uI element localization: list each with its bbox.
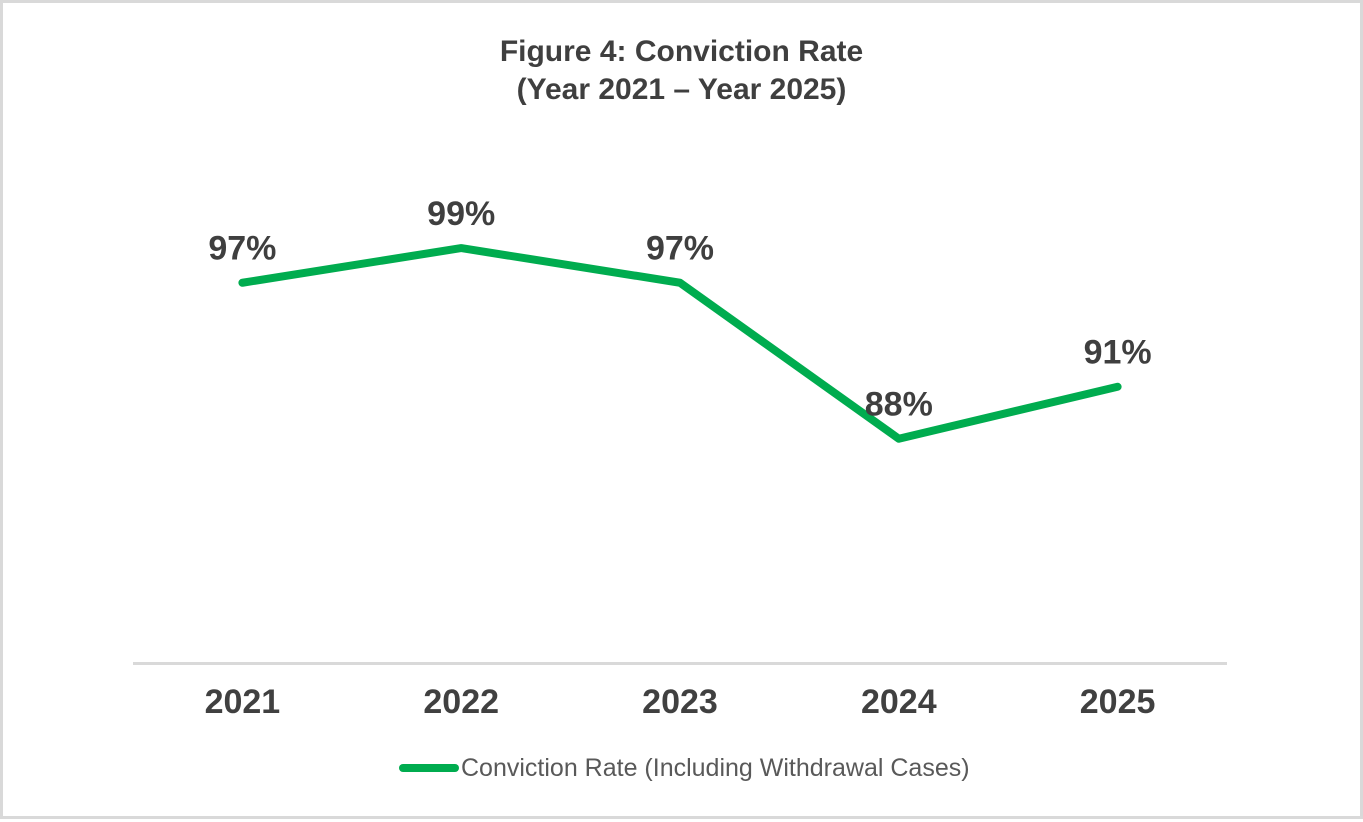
chart-title-line-2: (Year 2021 – Year 2025) [516, 73, 847, 106]
line-chart-plot-area: 97% 2021 99% 2022 97% 2023 88% 2024 91% 2025 [133, 195, 1227, 721]
data-label-2024: 88% [865, 386, 933, 424]
chart-legend: Conviction Rate (Including Withdrawal Ca… [399, 753, 970, 783]
data-label-2025: 91% [1084, 334, 1152, 372]
x-axis-label-2023: 2023 [642, 683, 718, 721]
legend-series-label: Conviction Rate (Including Withdrawal Ca… [461, 754, 970, 782]
chart-title-line-1: Figure 4: Conviction Rate [499, 35, 864, 68]
data-label-2023: 97% [646, 230, 714, 268]
conviction-rate-line [238, 244, 1122, 443]
x-axis-label-2021: 2021 [205, 683, 281, 721]
x-axis-label-2022: 2022 [423, 683, 499, 721]
chart-title: Figure 4: Conviction Rate (Year 2021 – Y… [3, 33, 1360, 109]
x-axis-label-2024: 2024 [861, 683, 937, 721]
x-axis-label-2025: 2025 [1080, 683, 1156, 721]
data-label-2021: 97% [208, 230, 276, 268]
data-label-2022: 99% [427, 195, 495, 233]
line-swatch-icon [399, 764, 459, 772]
